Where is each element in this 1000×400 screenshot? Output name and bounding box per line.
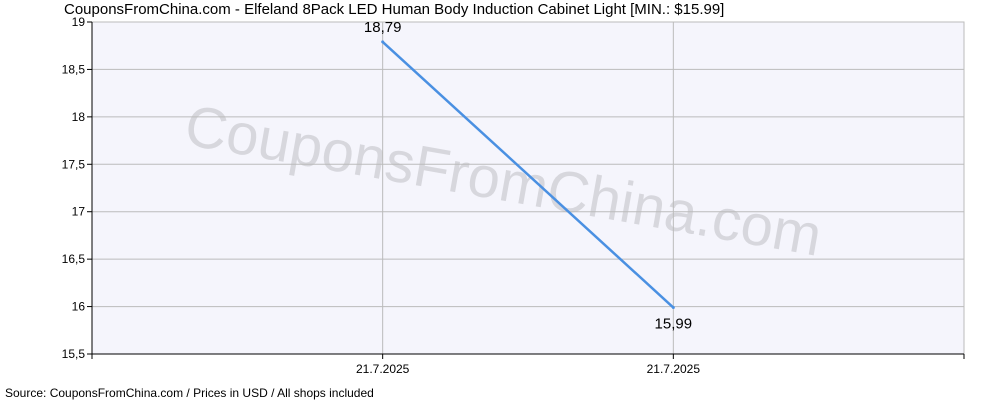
y-tick-label: 18,5 <box>62 62 86 76</box>
y-tick-label: 16 <box>72 300 86 314</box>
y-tick-label: 16,5 <box>62 252 86 266</box>
chart-title: CouponsFromChina.com - Elfeland 8Pack LE… <box>64 1 725 18</box>
y-tick-label: 15,5 <box>62 347 86 361</box>
data-point <box>381 40 385 44</box>
price-series: 18,79 15,99 <box>364 19 692 333</box>
source-note: Source: CouponsFromChina.com / Prices in… <box>5 386 374 400</box>
data-label: 18,79 <box>364 19 402 36</box>
y-tick-label: 19 <box>72 15 86 29</box>
series-line <box>381 40 675 309</box>
x-axis: 21.7.2025 21.7.2025 <box>91 354 965 376</box>
x-tick-label: 21.7.2025 <box>647 362 701 376</box>
y-axis: 19 18,5 18 17,5 17 16,5 16 15,5 <box>62 15 92 361</box>
y-tick-label: 17,5 <box>62 157 86 171</box>
y-tick-label: 17 <box>72 205 86 219</box>
data-label: 15,99 <box>655 316 693 333</box>
x-tick-label: 21.7.2025 <box>356 362 410 376</box>
axes <box>91 22 964 355</box>
data-point <box>671 306 675 310</box>
y-tick-label: 18 <box>72 110 86 124</box>
